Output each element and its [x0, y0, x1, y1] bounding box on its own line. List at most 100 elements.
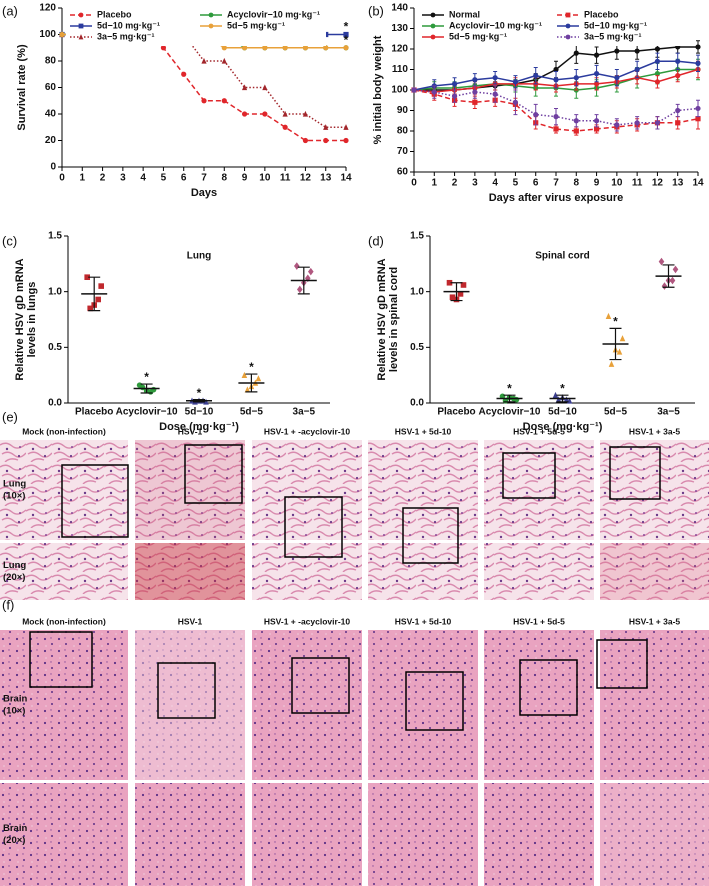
micrograph [0, 543, 128, 600]
marker [302, 137, 309, 144]
marker [512, 79, 519, 85]
micrograph [368, 543, 478, 600]
marker [343, 124, 349, 130]
x-tick-label: 2 [452, 178, 458, 189]
x-tick-label: 10 [611, 178, 623, 189]
marker [675, 73, 681, 79]
marker [573, 118, 579, 124]
marker [695, 60, 701, 66]
significance-mark: * [560, 381, 565, 395]
marker [181, 71, 187, 77]
legend-label: Placebo [584, 9, 619, 19]
marker [565, 34, 571, 40]
marker [282, 110, 288, 117]
micrograph [135, 543, 245, 600]
y-tick-label: 120 [39, 3, 56, 14]
marker [323, 45, 329, 51]
marker [614, 75, 620, 81]
marker [669, 276, 676, 285]
legend-label: Acyclovir−10 mg·kg⁻¹ [227, 9, 320, 19]
row-label: (10×) [3, 491, 25, 502]
marker [282, 45, 288, 51]
y-tick-label: 130 [391, 23, 408, 34]
x-tick-label: Placebo [75, 407, 113, 418]
marker [282, 124, 288, 130]
marker [675, 107, 681, 114]
marker [244, 386, 251, 393]
marker [87, 305, 93, 312]
micrograph [0, 440, 128, 540]
micrograph [484, 440, 594, 540]
marker [553, 114, 559, 120]
micrograph [135, 783, 245, 886]
inset-frame [609, 446, 661, 500]
marker [262, 84, 268, 91]
legend-box [418, 9, 688, 46]
x-tick-label: 14 [340, 173, 352, 184]
marker [95, 296, 101, 303]
x-tick-label: 5d−10 [548, 407, 577, 418]
marker [411, 87, 417, 93]
marker [593, 52, 600, 58]
legend-label: 5d−5 mg·kg⁻¹ [227, 20, 285, 30]
y-tick-label: 1.0 [410, 286, 424, 297]
inset-frame [502, 452, 556, 499]
column-header: Mock (non-infection) [22, 426, 106, 436]
marker [654, 79, 661, 85]
legend-label: 5d−10 mg·kg⁻¹ [584, 20, 647, 30]
significance-mark: * [613, 315, 618, 329]
inset-frame [29, 631, 93, 688]
y-tick-label: 1.5 [48, 231, 62, 242]
marker [457, 291, 464, 297]
x-tick-label: 2 [100, 173, 106, 184]
significance-mark: * [249, 360, 254, 374]
micrograph [600, 630, 709, 780]
y-tick-label: 0.0 [410, 398, 424, 409]
legend-label: 5d−10 mg·kg⁻¹ [97, 20, 160, 30]
legend-label: Acyclovir−10 mg·kg⁻¹ [449, 20, 542, 30]
legend-label: 3a−5 mg·kg⁻¹ [584, 31, 642, 41]
stain-area [135, 543, 245, 600]
x-tick-label: 5d−10 [185, 407, 214, 418]
legend-label: 3a−5 mg·kg⁻¹ [97, 31, 155, 41]
marker [619, 335, 626, 342]
x-tick-label: 11 [632, 178, 643, 189]
marker [512, 99, 519, 105]
micrograph [368, 440, 478, 540]
y-tick-label: 0 [50, 162, 56, 173]
marker [201, 57, 207, 64]
marker [221, 45, 227, 51]
y-tick-label: 0.0 [48, 398, 62, 409]
series-line [62, 33, 346, 142]
x-tick-label: 13 [672, 178, 684, 189]
marker [343, 45, 349, 51]
column-header: HSV-1 + -acyclovir-10 [264, 426, 351, 436]
micrograph [0, 783, 128, 886]
inset-frame [61, 464, 129, 538]
marker [675, 58, 681, 64]
marker [208, 23, 214, 29]
marker [614, 48, 620, 54]
panel-label: (a) [2, 3, 18, 18]
y-tick-label: 90 [397, 105, 409, 116]
x-tick-label: 5d−5 [604, 407, 628, 418]
micrograph [484, 543, 594, 600]
marker [492, 91, 498, 97]
micrograph [252, 440, 362, 540]
marker [672, 265, 679, 274]
micrograph [484, 630, 594, 780]
marker [472, 89, 478, 95]
chart-subtitle: Spinal cord [535, 251, 589, 262]
y-tick-label: 100 [39, 29, 56, 40]
y-axis-label: % initial body weight [372, 35, 384, 144]
marker [78, 34, 84, 40]
marker [460, 282, 467, 288]
y-tick-label: 80 [397, 126, 409, 137]
y-tick-label: 60 [397, 167, 409, 178]
column-header: HSV-1 [178, 426, 203, 436]
x-tick-label: 7 [201, 173, 207, 184]
marker [634, 120, 640, 126]
marker [573, 75, 579, 81]
marker [294, 262, 300, 270]
